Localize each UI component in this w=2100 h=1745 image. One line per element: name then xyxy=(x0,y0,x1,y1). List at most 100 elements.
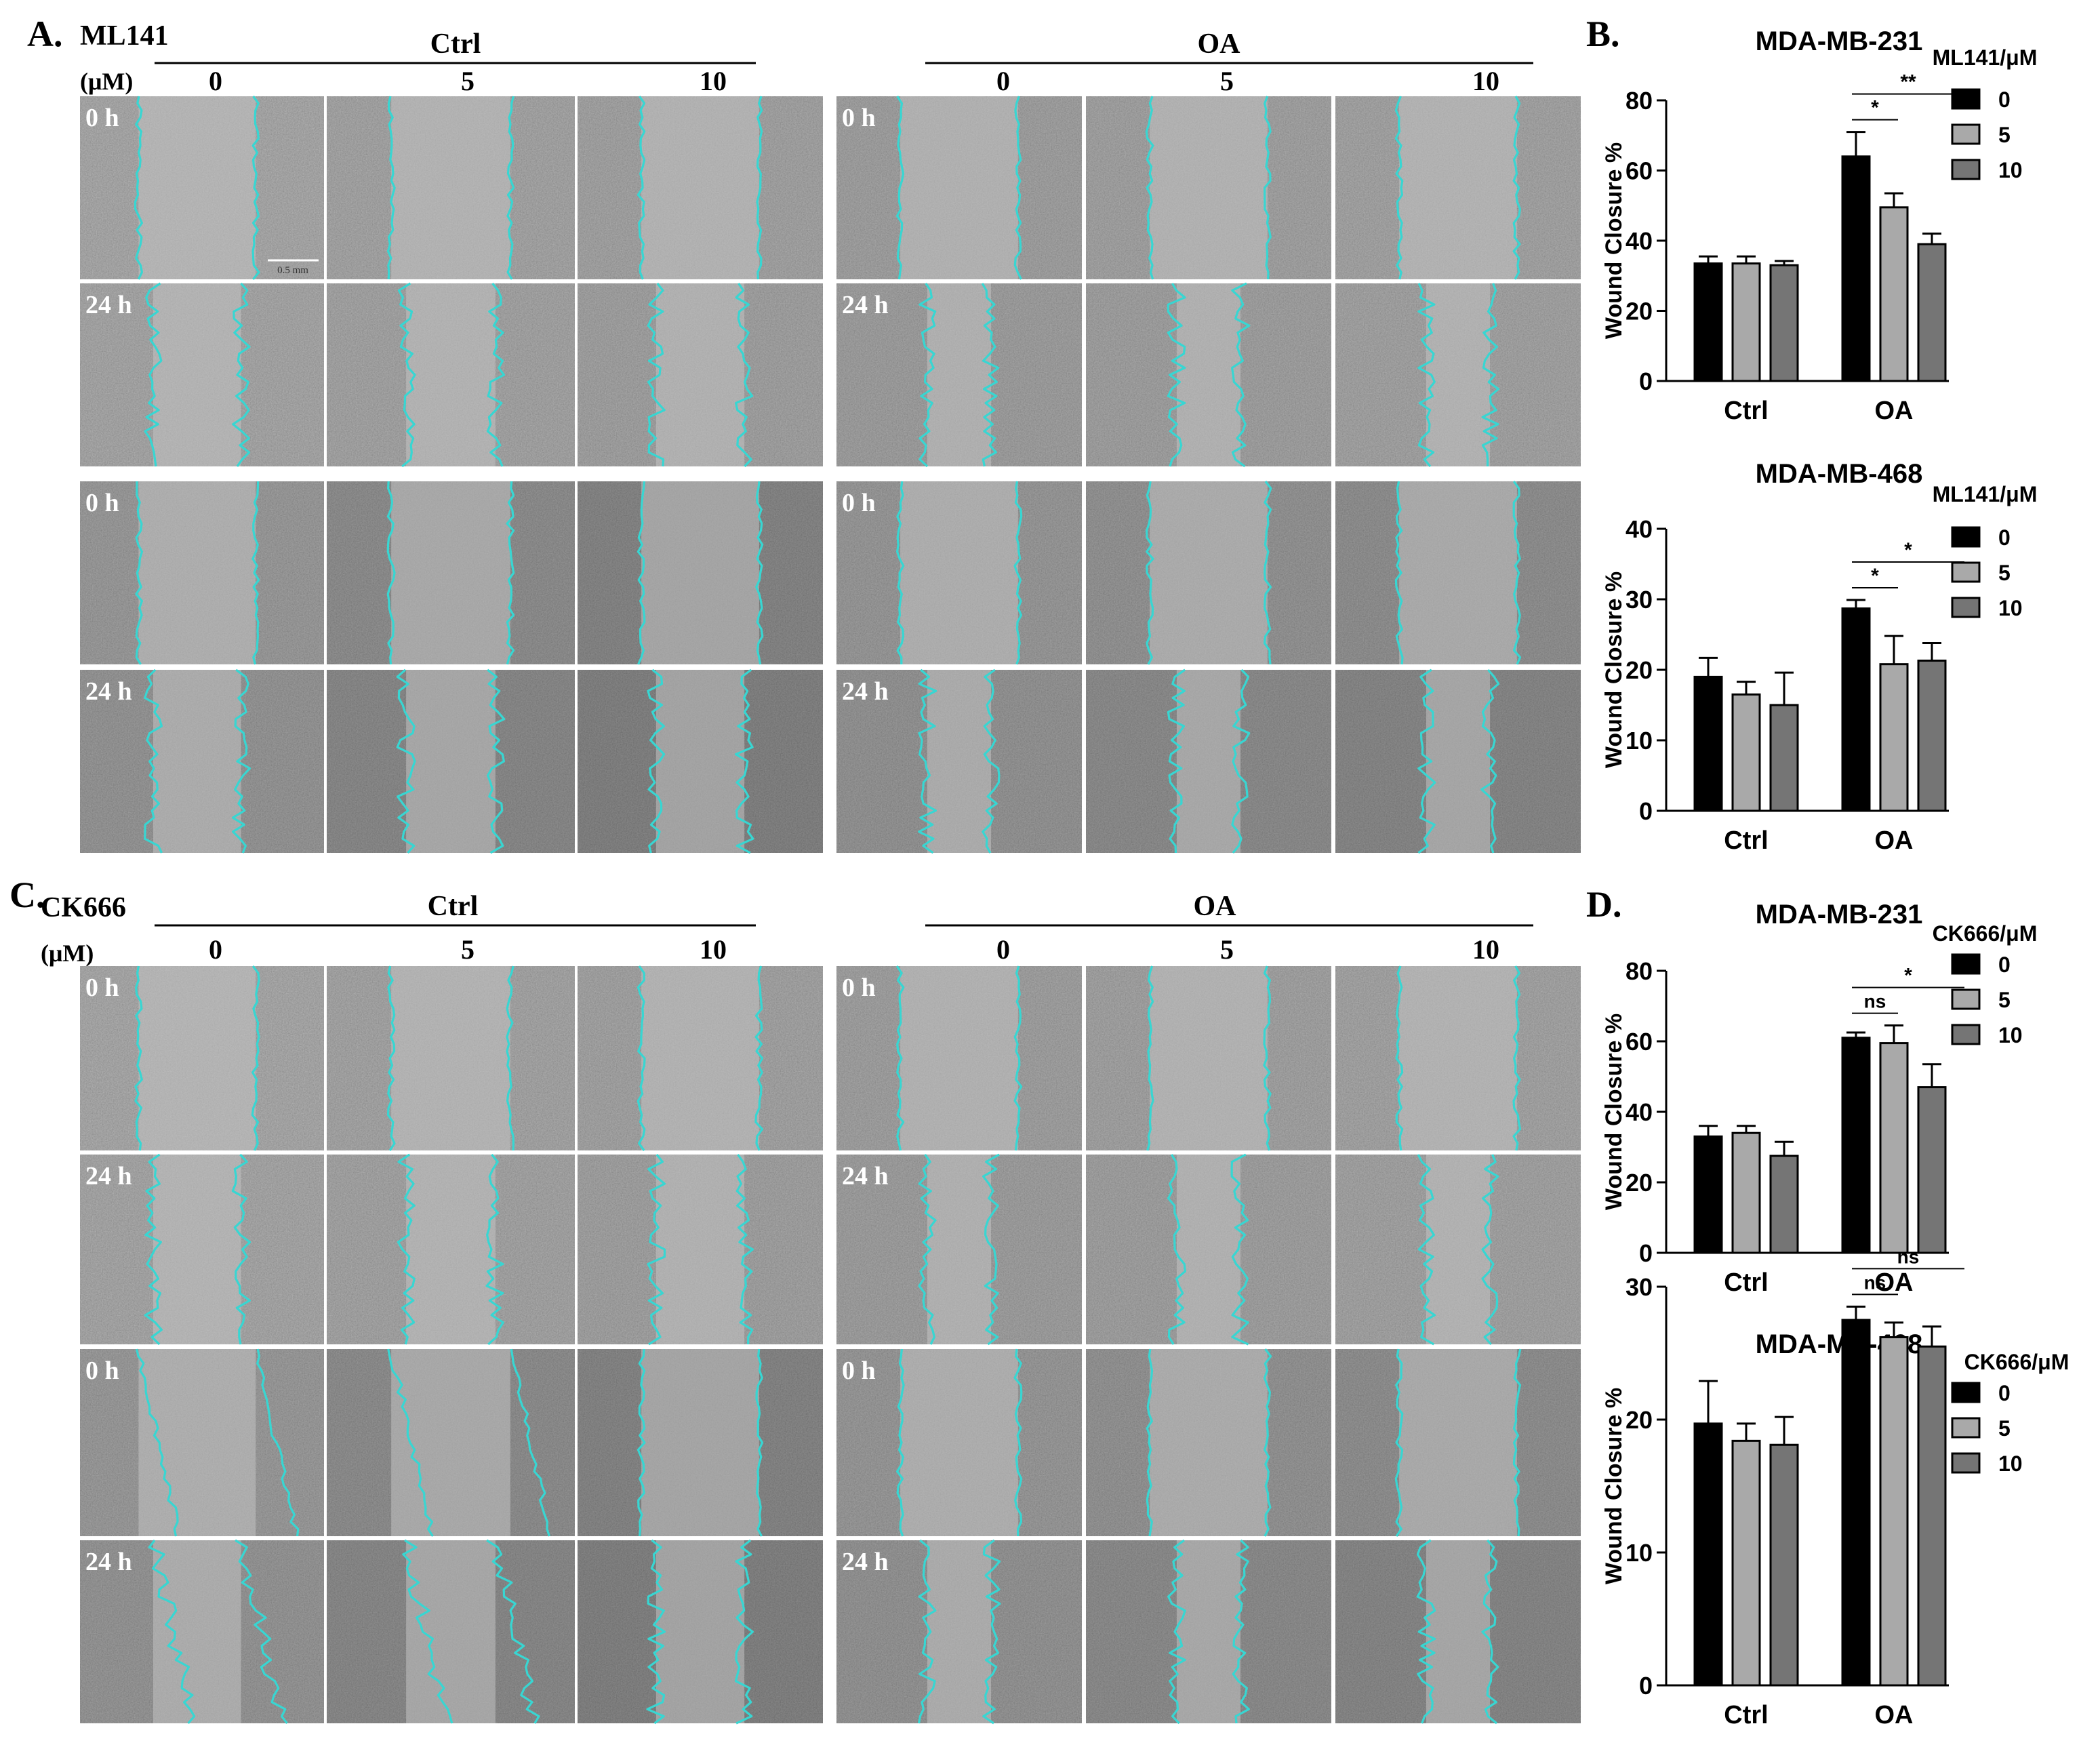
time-label: 24 h xyxy=(85,1162,132,1190)
micrograph-tile: 0 h xyxy=(80,965,324,1151)
wound-edge-left xyxy=(1417,283,1436,468)
bar-oa-0 xyxy=(1841,155,1871,382)
legend-label: 5 xyxy=(1998,988,2011,1012)
wound-gap xyxy=(1399,481,1517,664)
panel-a-dose-label: 0 xyxy=(209,66,222,96)
bar-ctrl-5 xyxy=(1731,262,1761,382)
legend-label: 0 xyxy=(1998,952,2011,977)
wound-edge-left xyxy=(637,481,646,665)
wound-gap xyxy=(1150,481,1268,664)
wound-edge-left xyxy=(895,965,905,1151)
wound-edge-right xyxy=(506,965,514,1151)
legend-label: 0 xyxy=(1998,87,2011,112)
bar-ctrl-10 xyxy=(1769,1443,1799,1687)
micrograph-tile xyxy=(327,1539,575,1724)
wound-edge-left xyxy=(386,481,396,665)
wound-edge-left xyxy=(136,1348,179,1537)
wound-edge-right xyxy=(734,1539,754,1725)
legend-swatch xyxy=(1951,88,1981,110)
wound-edge-left xyxy=(646,1539,666,1725)
y-tick-label: 20 xyxy=(1626,298,1653,325)
wound-edge-left xyxy=(918,668,937,854)
y-tick-label: 0 xyxy=(1639,367,1653,395)
wound-edge-right xyxy=(256,1348,300,1537)
wound-gap xyxy=(641,96,759,279)
wound-edge-left xyxy=(402,1539,453,1724)
wound-edge-left xyxy=(1417,1154,1436,1346)
micrograph-tile: 0 h xyxy=(836,96,1082,280)
wound-gap xyxy=(1176,670,1241,853)
wound-edge-right xyxy=(754,965,764,1151)
panel-c-letter: C. xyxy=(9,875,45,915)
wound-edge-right xyxy=(251,96,260,281)
micrograph-tile: 0 h xyxy=(80,481,324,665)
micrograph-tile xyxy=(1335,1348,1581,1537)
y-tick-label: 80 xyxy=(1626,87,1653,115)
wound-edge-right xyxy=(1263,481,1272,665)
wound-edge-left xyxy=(397,1153,416,1345)
time-label: 24 h xyxy=(842,1162,889,1190)
wound-edge-right xyxy=(1512,481,1522,665)
wound-gap xyxy=(1150,96,1268,279)
panel-a-group-ctrl: Ctrl xyxy=(430,28,481,60)
y-tick-label: 40 xyxy=(1626,515,1653,543)
wound-edge-left xyxy=(144,1153,163,1346)
panel-c-inhibitor: CK666 xyxy=(41,892,126,923)
legend-label: 0 xyxy=(1998,525,2011,550)
micrograph-tile xyxy=(578,965,823,1151)
wound-edge-right xyxy=(981,283,1000,467)
wound-gap xyxy=(138,1349,256,1536)
y-tick-label: 0 xyxy=(1639,797,1653,825)
wound-gap xyxy=(153,1540,241,1723)
chart-b-1: MDA-MB-468 0 10 20 30 40 Wound Closure % Ctrl OA… xyxy=(1601,459,2037,855)
wound-edge-right xyxy=(1512,965,1522,1151)
significance-mark: ns xyxy=(1864,991,1886,1012)
panel-a-inhibitor: ML141 xyxy=(80,20,169,52)
time-label: 0 h xyxy=(842,489,876,517)
wound-gap xyxy=(1150,1349,1268,1536)
wound-edge-right xyxy=(1230,1153,1249,1346)
legend-swatch xyxy=(1951,123,1981,145)
wound-gap xyxy=(391,966,510,1150)
wound-edge-left xyxy=(135,481,143,665)
legend-swatch xyxy=(1951,1024,1981,1045)
panel-c-dose-label: 10 xyxy=(700,934,727,965)
legend-label: 5 xyxy=(1998,123,2011,147)
wound-edge-right xyxy=(1512,96,1521,280)
wound-edge-left xyxy=(396,668,416,854)
legend-swatch xyxy=(1951,988,1981,1010)
wound-edge-left xyxy=(1146,1348,1154,1537)
legend-title: CK666/μM xyxy=(1933,921,2038,946)
wound-edge-left xyxy=(1394,1348,1404,1537)
wound-edge-left xyxy=(148,1540,196,1725)
micrograph-tile xyxy=(1335,283,1581,468)
wound-edge-right xyxy=(1481,1539,1499,1725)
panel-a-unit: (μM) xyxy=(80,68,133,95)
micrograph-tile xyxy=(578,1539,823,1725)
wound-edge-right xyxy=(1481,1154,1499,1346)
y-tick-label: 30 xyxy=(1626,586,1653,614)
wound-edge-right xyxy=(1231,668,1251,854)
wound-gap xyxy=(641,1349,759,1536)
wound-edge-left xyxy=(1167,283,1186,467)
wound-edge-right xyxy=(735,1154,754,1345)
y-tick-label: 10 xyxy=(1626,1539,1653,1567)
wound-edge-right xyxy=(755,481,764,665)
micrograph-tile: 24 h xyxy=(80,668,324,854)
micrograph-tile xyxy=(578,1348,823,1537)
wound-edge-right xyxy=(1232,1539,1250,1724)
wound-edge-right xyxy=(1480,668,1500,854)
panel-c-unit: (μM) xyxy=(41,940,94,967)
wound-edge-left xyxy=(386,96,396,280)
micrograph-tile: 0 h xyxy=(836,1348,1082,1537)
micrograph-tile: 0 h xyxy=(836,481,1082,665)
wound-gap xyxy=(900,481,1018,664)
scale-bar-label: 0.5 mm xyxy=(277,265,308,276)
x-tick-label: OA xyxy=(1875,1701,1914,1729)
micrograph-tile: 24 h xyxy=(80,1153,324,1346)
legend-swatch xyxy=(1951,1452,1981,1474)
wound-edge-right xyxy=(1013,96,1022,280)
